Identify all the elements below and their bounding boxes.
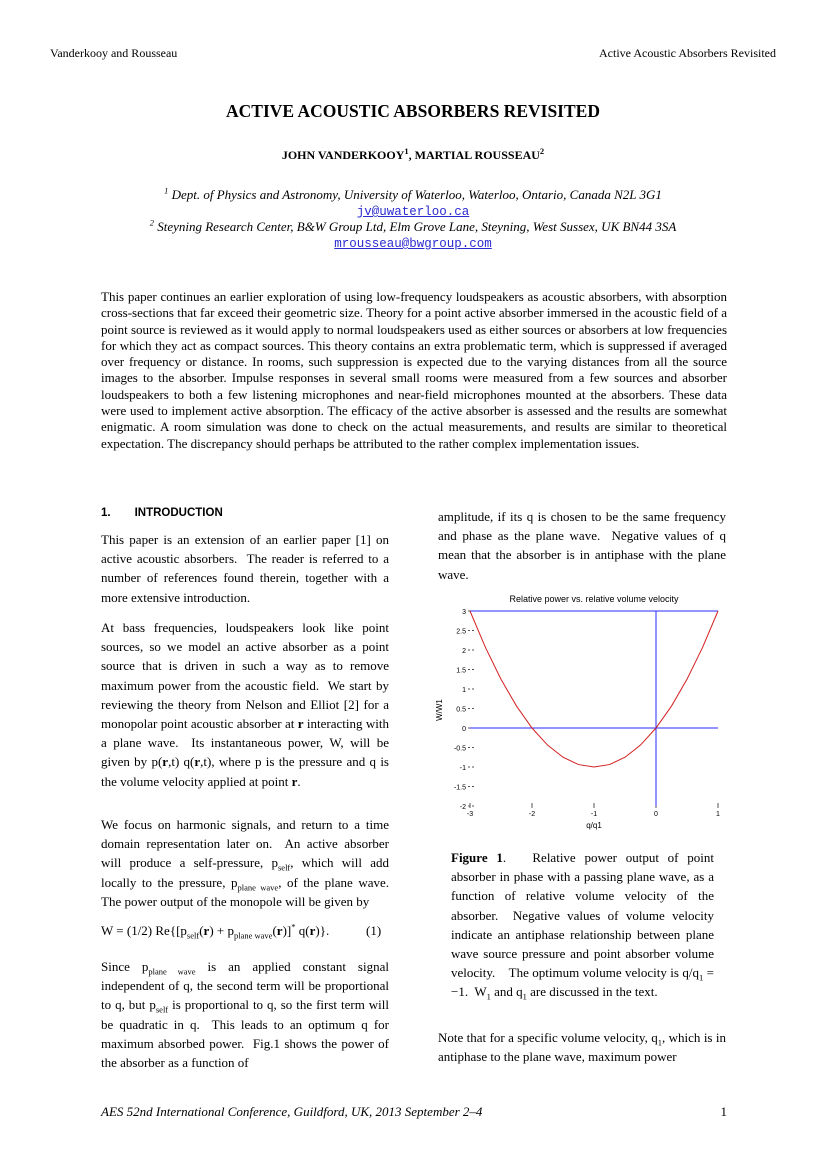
section-number: 1. [101, 507, 111, 519]
bold-run: r [291, 773, 298, 789]
text-run: JOHN VANDERKOOY [281, 148, 405, 162]
equation: W = (1/2) Re{[pself(r) + pplane wave(r)]… [101, 921, 389, 940]
email-link[interactable]: mrousseau@bwgroup.com [334, 237, 492, 251]
section-heading: 1. INTRODUCTION [101, 507, 223, 519]
subscript: self [186, 930, 200, 941]
supscript: 2 [539, 146, 545, 156]
text-run: , MARTIAL ROUSSEAU [408, 148, 540, 162]
text-run: This paper is an extension of an earlier… [101, 532, 393, 605]
subscript: 1 [699, 972, 704, 983]
figure-caption: Figure 1. Relative power output of point… [451, 848, 714, 1002]
bold-run: Figure 1 [451, 850, 503, 865]
figure-chart: Relative power vs. relative volume veloc… [435, 594, 720, 830]
affiliation: 1 Dept. of Physics and Astronomy, Univer… [0, 185, 826, 220]
y-tick-label: 1.5 [456, 668, 466, 675]
text-run: )] [282, 923, 292, 938]
y-tick-label: 3 [462, 609, 466, 616]
affiliation-text: Dept. of Physics and Astronomy, Universi… [171, 187, 662, 202]
text-run: , which will add locally to the pressure… [101, 855, 393, 890]
text-run: and q [490, 984, 523, 1000]
text-run: Note that for a specific volume velocity… [438, 1030, 658, 1045]
x-tick-label: 1 [716, 811, 720, 818]
subscript: 1 [486, 992, 491, 1003]
text-run: ,t), where p is the pressure and q is th… [101, 754, 393, 789]
subscript: 1 [657, 1037, 662, 1048]
affiliation-mark: 2 [149, 217, 154, 228]
chart-title: Relative power vs. relative volume veloc… [509, 594, 679, 604]
running-header-right: Active Acoustic Absorbers Revisited [599, 46, 776, 60]
text-run: , of the plane wave. The power output of… [101, 874, 396, 909]
y-tick-label: 2.5 [456, 629, 466, 636]
x-tick-label: 0 [654, 811, 658, 818]
subscript: plane wave [148, 966, 196, 977]
supscript: * [291, 921, 296, 932]
page-number: 1 [720, 1104, 728, 1119]
paper-title: ACTIVE ACOUSTIC ABSORBERS REVISITED [226, 101, 600, 121]
text-run: )}. [315, 923, 330, 938]
bold-run: r [194, 754, 201, 770]
text-run: , which is in antiphase to the plane wav… [438, 1030, 730, 1065]
paragraph: Since pplane wave is an applied constant… [101, 957, 389, 1072]
subscript: plane wave [237, 882, 279, 893]
subscript: self [155, 1005, 169, 1015]
y-tick-label: 0.5 [456, 707, 466, 714]
text-run: . Relative power output of point absorbe… [451, 850, 718, 981]
bold-run: r [297, 716, 304, 732]
text-run: are discussed in the text. [526, 984, 658, 1000]
text-run: . [297, 773, 301, 789]
text-run: At bass frequencies, loudspeakers look l… [101, 620, 393, 732]
abstract: This paper continues an earlier explorat… [101, 289, 727, 451]
x-tick-label: -3 [467, 811, 473, 818]
subscript: self [277, 863, 291, 873]
paragraph: At bass frequencies, loudspeakers look l… [101, 618, 389, 791]
y-tick-label: -0.5 [454, 746, 466, 753]
text-run: W = (1/2) Re{[p [101, 923, 187, 938]
x-axis-label: q/q1 [586, 821, 602, 830]
y-tick-label: 2 [462, 648, 466, 655]
paragraph: amplitude, if its q is chosen to be the … [438, 507, 726, 584]
bold-run: r [276, 923, 283, 938]
bold-run: r [309, 923, 316, 938]
text-run: is an applied constant signal independen… [101, 959, 393, 1013]
text-run: ,t) q( [168, 754, 195, 770]
text-run: = −1. W [451, 965, 718, 1000]
text-run: Since p [101, 959, 149, 974]
text-run: interacting with a plane wave. Its insta… [101, 716, 393, 770]
text-run: ( [199, 923, 204, 938]
paragraph: Note that for a specific volume velocity… [438, 1028, 726, 1066]
text-run: We focus on harmonic signals, and return… [101, 817, 393, 871]
text-run: q( [295, 923, 310, 938]
email-link[interactable]: jv@uwaterloo.ca [356, 205, 470, 219]
equation-number: (1) [366, 923, 382, 938]
subscript: 1 [522, 992, 527, 1003]
y-axis-label: W/W1 [435, 699, 444, 721]
y-tick-label: -2 [460, 804, 466, 811]
text-run: ) + p [209, 923, 234, 938]
y-tick-label: -1.5 [454, 785, 466, 792]
running-header-left: Vanderkooy and Rousseau [50, 46, 178, 60]
paragraph: This paper is an extension of an earlier… [101, 530, 389, 607]
text-run: is proportional to q, so the first term … [101, 997, 393, 1071]
paragraph: We focus on harmonic signals, and return… [101, 815, 389, 911]
section-title: INTRODUCTION [134, 507, 223, 519]
y-tick-label: -1 [460, 765, 466, 772]
supscript: 1 [404, 146, 409, 156]
y-tick-label: 1 [462, 687, 466, 694]
affiliation: 2 Steyning Research Center, B&W Group Lt… [0, 217, 826, 252]
text-run: ( [272, 923, 277, 938]
bold-run: r [162, 754, 169, 770]
x-tick-label: -2 [529, 811, 535, 818]
affiliation-mark: 1 [164, 185, 169, 196]
data-line [469, 610, 719, 768]
footer-text: AES 52nd International Conference, Guild… [101, 1104, 483, 1119]
subscript: plane wave [233, 930, 273, 941]
x-tick-label: -1 [591, 811, 597, 818]
bold-run: r [203, 923, 210, 938]
authors: JOHN VANDERKOOY1, MARTIAL ROUSSEAU2 [0, 146, 826, 163]
text-run: amplitude, if its q is chosen to be the … [438, 509, 730, 582]
y-tick-label: 0 [462, 726, 466, 733]
plot-frame [469, 610, 719, 807]
affiliation-text: Steyning Research Center, B&W Group Ltd,… [157, 219, 677, 234]
